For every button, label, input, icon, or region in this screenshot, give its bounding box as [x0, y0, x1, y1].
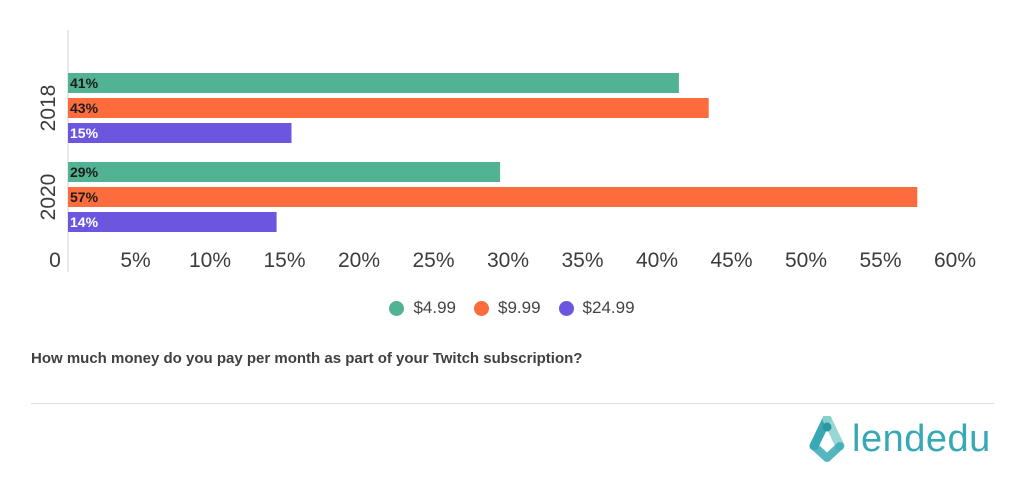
x-tick-label: 30%: [487, 249, 529, 272]
bar-value-label: 29%: [70, 164, 99, 180]
bar-value-label: 14%: [70, 214, 99, 230]
x-tick-label: 15%: [263, 249, 305, 272]
x-tick-label: 5%: [120, 249, 150, 272]
x-tick-label: 10%: [189, 249, 231, 272]
legend-marker: [558, 300, 574, 316]
legend-item-24-99[interactable]: $24.99: [558, 298, 635, 318]
legend-marker: [474, 300, 489, 316]
legend-label: $24.99: [582, 298, 635, 317]
chart-legend: $4.99 $9.99 $24.99: [0, 298, 1024, 318]
bar-2018-9-99: [68, 98, 709, 118]
bar-value-label: 43%: [70, 100, 99, 116]
x-tick-label: 25%: [412, 249, 454, 272]
x-tick-label: 20%: [338, 249, 380, 272]
x-tick-label: 50%: [785, 249, 827, 272]
lendedu-logo-icon: [808, 414, 846, 467]
legend-label: $4.99: [413, 298, 456, 317]
x-tick-label: 40%: [636, 249, 678, 272]
bar-value-label: 41%: [70, 75, 99, 91]
brand-logo[interactable]: lendedu: [808, 414, 991, 467]
x-tick-label: 45%: [710, 249, 752, 272]
legend-label: $9.99: [498, 298, 541, 317]
legend-marker: [389, 300, 405, 316]
x-tick-label: 35%: [561, 249, 603, 272]
bar-2018-24-99: [68, 123, 292, 143]
category-label: 2020: [37, 174, 60, 221]
bar-chart: 41% 43% 15% 2018 29% 57% 14% 2020 0 5% 10% 15% 20% 25…: [37, 30, 976, 272]
bar-2018-4-99: [68, 73, 679, 93]
bar-value-label: 57%: [70, 189, 99, 205]
category-label: 2018: [37, 85, 60, 132]
x-tick-label: 55%: [859, 249, 901, 272]
x-tick-label: 60%: [934, 249, 976, 272]
survey-question: How much money do you pay per month as p…: [31, 350, 583, 367]
bar-2020-24-99: [68, 212, 277, 232]
x-tick-label: 0: [49, 249, 61, 272]
legend-item-4-99[interactable]: $4.99: [389, 298, 456, 318]
divider: [31, 403, 994, 404]
bar-2020-4-99: [68, 162, 501, 182]
bar-value-label: 15%: [70, 125, 99, 141]
brand-name: lendedu: [852, 417, 991, 460]
legend-item-9-99[interactable]: $9.99: [474, 298, 541, 318]
bar-2020-9-99: [68, 187, 918, 207]
